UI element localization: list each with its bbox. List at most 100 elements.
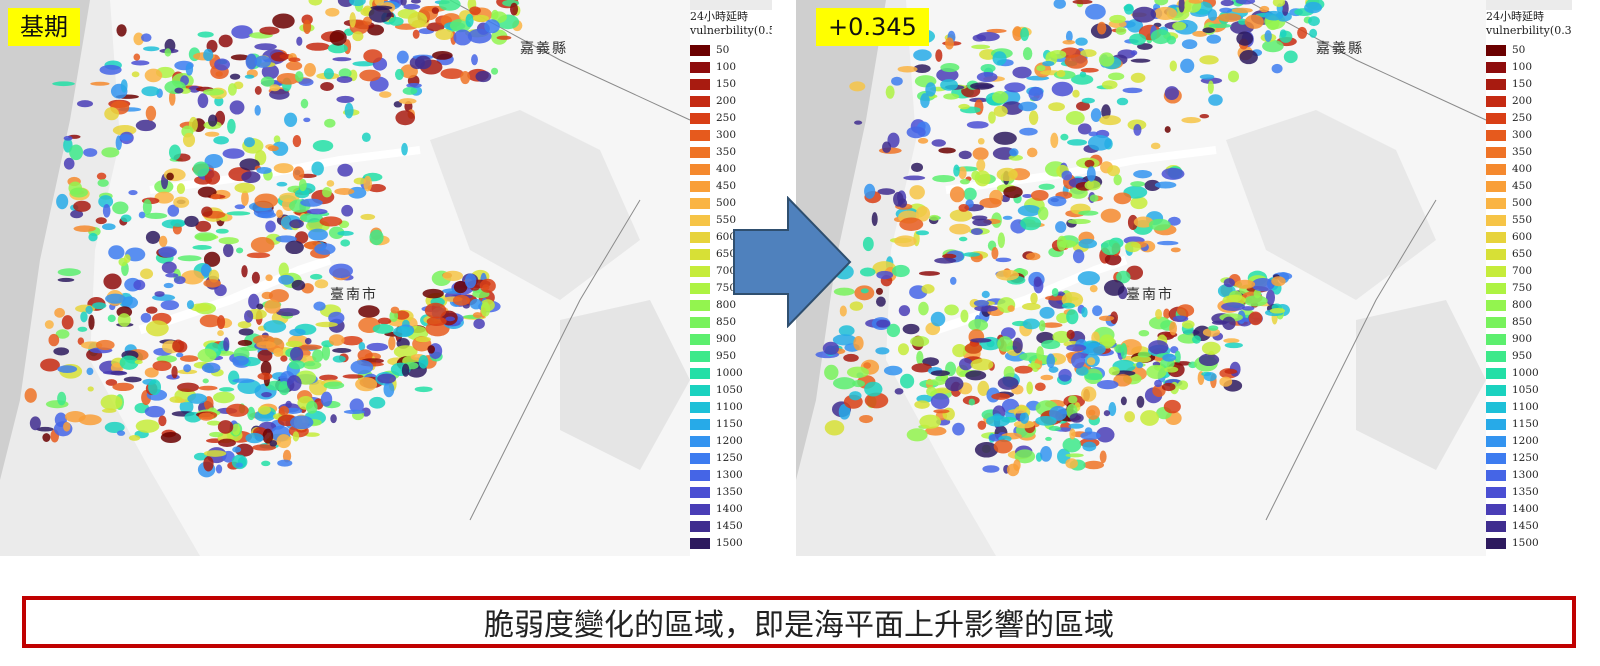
flood-patch bbox=[227, 118, 236, 134]
flood-patch bbox=[913, 64, 931, 74]
legend-swatch bbox=[690, 333, 710, 345]
flood-patch bbox=[166, 172, 174, 181]
flood-patch bbox=[424, 302, 447, 319]
flood-patch bbox=[120, 79, 128, 93]
legend-item: 850 bbox=[690, 316, 736, 328]
flood-patch bbox=[145, 105, 157, 121]
flood-patch bbox=[898, 305, 911, 317]
flood-patch bbox=[1224, 342, 1243, 349]
flood-patch bbox=[63, 135, 73, 141]
legend-item: 150 bbox=[690, 78, 736, 90]
legend-item: 350 bbox=[1486, 146, 1532, 158]
flood-patch bbox=[332, 57, 352, 62]
flood-patch bbox=[403, 3, 421, 10]
flood-patch bbox=[1028, 110, 1039, 126]
flood-patch bbox=[875, 347, 890, 355]
flood-patch bbox=[1084, 159, 1095, 168]
flood-patch bbox=[195, 220, 212, 232]
flood-patch bbox=[1136, 361, 1144, 369]
legend-swatch bbox=[690, 520, 710, 532]
legend-item: 800 bbox=[690, 299, 736, 311]
flood-patch bbox=[915, 205, 931, 222]
flood-patch bbox=[243, 137, 255, 148]
legend-item: 1000 bbox=[690, 367, 743, 379]
flood-patch bbox=[891, 264, 910, 278]
flood-patch bbox=[328, 311, 345, 325]
flood-patch bbox=[42, 433, 51, 442]
flood-patch bbox=[214, 58, 230, 71]
flood-patch bbox=[358, 305, 380, 318]
flood-patch bbox=[1071, 352, 1086, 369]
flood-patch bbox=[1037, 206, 1049, 221]
flood-patch bbox=[1072, 249, 1085, 264]
legend-item: 1100 bbox=[1486, 401, 1539, 413]
flood-patch bbox=[90, 81, 110, 86]
flood-patch bbox=[144, 405, 166, 418]
flood-patch bbox=[401, 142, 408, 156]
flood-patch bbox=[368, 6, 392, 23]
legend-swatch bbox=[1486, 367, 1506, 379]
flood-patch bbox=[467, 28, 492, 44]
flood-patch bbox=[148, 379, 162, 396]
flood-patch bbox=[1188, 0, 1204, 4]
flood-patch bbox=[1068, 423, 1084, 429]
flood-patch bbox=[298, 178, 307, 192]
flood-patch bbox=[239, 158, 260, 171]
flood-patch bbox=[73, 225, 96, 232]
flood-patch bbox=[226, 211, 251, 216]
legend-value: 350 bbox=[1512, 146, 1533, 158]
legend-value: 1000 bbox=[716, 367, 743, 379]
legend-value: 1450 bbox=[1512, 520, 1539, 532]
flood-patch bbox=[926, 386, 937, 397]
flood-patch bbox=[843, 353, 859, 362]
flood-patch bbox=[1161, 382, 1176, 392]
flood-patch bbox=[141, 86, 160, 97]
flood-patch bbox=[977, 380, 990, 396]
flood-patch bbox=[194, 232, 217, 242]
legend-item: 550 bbox=[690, 214, 736, 226]
flood-patch bbox=[833, 287, 855, 296]
flood-patch bbox=[1084, 180, 1101, 191]
flood-patch bbox=[859, 267, 876, 277]
flood-patch bbox=[1103, 410, 1111, 417]
flood-patch bbox=[1202, 27, 1215, 34]
flood-patch bbox=[974, 442, 999, 458]
flood-patch bbox=[207, 420, 222, 426]
flood-patch bbox=[910, 335, 930, 347]
flood-patch bbox=[1124, 3, 1134, 15]
flood-patch bbox=[1129, 33, 1147, 46]
legend-item: 50 bbox=[690, 44, 729, 56]
flood-patch bbox=[1100, 239, 1121, 256]
flood-patch bbox=[1264, 30, 1272, 42]
flood-patch bbox=[198, 412, 214, 421]
flood-patch bbox=[1100, 208, 1121, 223]
legend-value: 200 bbox=[1512, 95, 1533, 107]
flood-patch bbox=[1003, 366, 1015, 380]
legend-item: 1050 bbox=[1486, 384, 1539, 396]
flood-patch bbox=[29, 416, 41, 431]
flood-patch bbox=[292, 166, 305, 181]
flood-patch bbox=[123, 376, 142, 383]
flood-patch bbox=[1169, 60, 1177, 72]
flood-patch bbox=[263, 320, 287, 333]
flood-patch bbox=[329, 263, 353, 279]
flood-patch bbox=[1033, 276, 1042, 287]
flood-patch bbox=[245, 53, 258, 70]
flood-patch bbox=[117, 313, 131, 327]
flood-patch bbox=[1034, 382, 1046, 392]
flood-patch bbox=[245, 432, 264, 444]
legend-item: 1350 bbox=[1486, 486, 1539, 498]
legend-item: 1250 bbox=[1486, 452, 1539, 464]
flood-patch bbox=[1066, 344, 1087, 352]
legend-value: 1200 bbox=[1512, 435, 1539, 447]
flood-patch bbox=[1176, 304, 1195, 317]
legend-value: 400 bbox=[1512, 163, 1533, 175]
legend-item: 250 bbox=[690, 112, 736, 124]
flood-patch bbox=[1019, 127, 1038, 136]
flood-patch bbox=[44, 320, 54, 329]
flood-patch bbox=[465, 13, 474, 28]
flood-patch bbox=[269, 440, 278, 447]
flood-patch bbox=[883, 365, 903, 376]
flood-patch bbox=[349, 398, 364, 414]
flood-patch bbox=[1136, 395, 1145, 408]
